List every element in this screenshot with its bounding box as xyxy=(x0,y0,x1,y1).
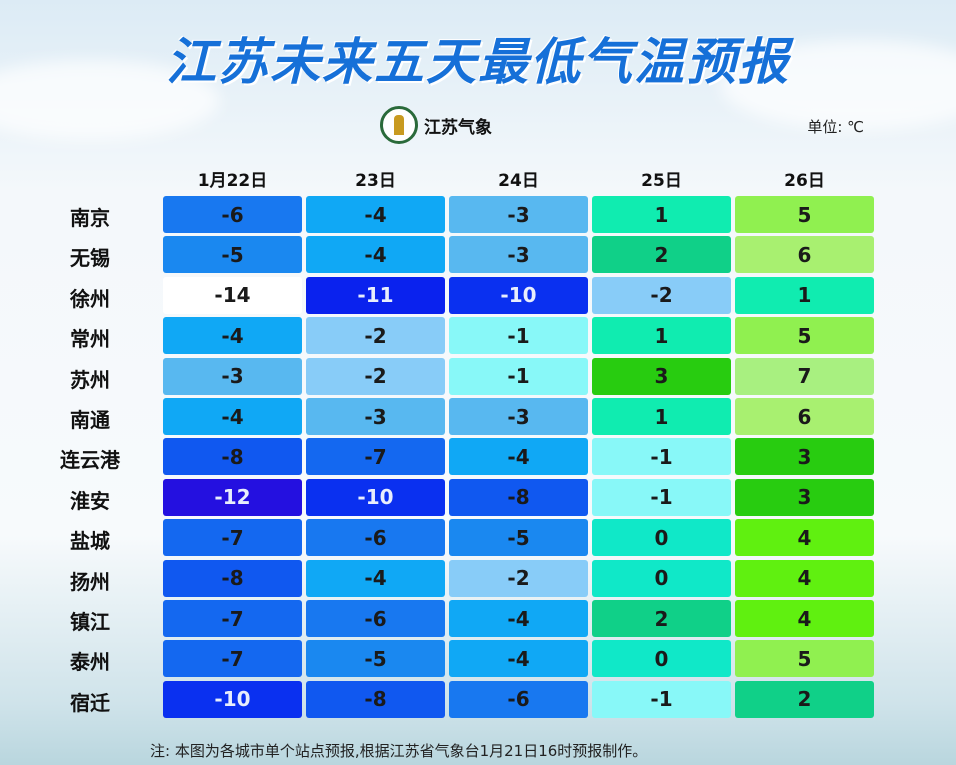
temperature-cell: 3 xyxy=(735,438,874,476)
temperature-cell: -2 xyxy=(306,317,445,355)
temperature-cell: -3 xyxy=(306,398,445,435)
column-header: 1月22日 xyxy=(197,171,268,191)
temperature-cell: -6 xyxy=(449,680,588,718)
temperature-cell: 5 xyxy=(735,196,874,233)
unit-label: 单位: ℃ xyxy=(807,118,864,136)
temperature-cell: -2 xyxy=(449,559,588,597)
logo-text: 江苏气象 xyxy=(424,117,492,138)
column-header: 26日 xyxy=(784,171,825,191)
temperature-cell: -8 xyxy=(306,680,445,718)
temperature-cell: -5 xyxy=(449,519,588,557)
temperature-cell: -4 xyxy=(163,398,302,435)
temperature-cell: 1 xyxy=(592,317,731,355)
city-label: 泰州 xyxy=(70,650,110,675)
temperature-cell: -4 xyxy=(449,438,588,476)
temperature-cell: -4 xyxy=(306,559,445,597)
city-label: 宿迁 xyxy=(70,690,110,715)
temperature-cell: -1 xyxy=(592,680,731,718)
temperature-cell: -4 xyxy=(449,640,588,678)
meteorology-seal-icon xyxy=(380,106,418,144)
temperature-cell: -3 xyxy=(163,357,302,395)
temperature-cell: 1 xyxy=(592,398,731,435)
temperature-cell: -6 xyxy=(163,196,302,233)
temperature-cell: -8 xyxy=(449,478,588,516)
city-label: 徐州 xyxy=(70,286,110,311)
temperature-cell: 0 xyxy=(592,640,731,678)
temperature-cell: 0 xyxy=(592,559,731,597)
temperature-cell: 6 xyxy=(735,236,874,274)
column-header: 24日 xyxy=(498,171,539,191)
temperature-cell: 2 xyxy=(592,600,731,637)
temperature-cell: -1 xyxy=(592,478,731,516)
logo: 江苏气象 xyxy=(380,106,492,144)
city-label: 盐城 xyxy=(70,529,110,554)
temperature-cell: -10 xyxy=(163,680,302,718)
city-label: 连云港 xyxy=(60,448,120,473)
city-label: 南京 xyxy=(70,206,110,230)
temperature-cell: 5 xyxy=(735,640,874,678)
temperature-cell: -3 xyxy=(449,196,588,233)
temperature-cell: 4 xyxy=(735,519,874,557)
city-label: 常州 xyxy=(70,327,110,352)
temperature-cell: 7 xyxy=(735,357,874,395)
temperature-cell: 3 xyxy=(592,357,731,395)
temperature-cell: -7 xyxy=(163,640,302,678)
temperature-cell: -8 xyxy=(163,438,302,476)
temperature-cell: 5 xyxy=(735,317,874,355)
temperature-cell: -10 xyxy=(306,478,445,516)
temperature-cell: -4 xyxy=(163,317,302,355)
city-label: 扬州 xyxy=(70,569,110,594)
temperature-cell: -5 xyxy=(163,236,302,274)
temperature-cell: 6 xyxy=(735,398,874,435)
temperature-cell: -1 xyxy=(449,317,588,355)
city-label: 镇江 xyxy=(70,610,110,634)
temperature-cell: -6 xyxy=(306,519,445,557)
city-label: 苏州 xyxy=(70,367,110,392)
temperature-cell: -7 xyxy=(163,600,302,637)
temperature-cell: 4 xyxy=(735,600,874,637)
temperature-cell: 1 xyxy=(592,196,731,233)
city-label: 淮安 xyxy=(70,488,110,513)
temperature-cell: -7 xyxy=(163,519,302,557)
temperature-cell: 3 xyxy=(735,478,874,516)
temperature-cell: -5 xyxy=(306,640,445,678)
city-label: 无锡 xyxy=(70,246,110,271)
column-header: 25日 xyxy=(641,171,682,191)
temperature-cell: -12 xyxy=(163,478,302,516)
temperature-cell: -11 xyxy=(306,276,445,314)
temperature-cell: -1 xyxy=(592,438,731,476)
temperature-cell: 4 xyxy=(735,559,874,597)
temperature-cell: -3 xyxy=(449,236,588,274)
temperature-cell: -3 xyxy=(449,398,588,435)
cloud-decoration xyxy=(720,40,956,130)
temperature-cell: 2 xyxy=(735,680,874,718)
column-header: 23日 xyxy=(355,171,396,191)
temperature-cell: 0 xyxy=(592,519,731,557)
temperature-cell: -6 xyxy=(306,600,445,637)
temperature-cell: -4 xyxy=(306,196,445,233)
temperature-cell: -4 xyxy=(449,600,588,637)
temperature-cell: -2 xyxy=(592,276,731,314)
city-label: 南通 xyxy=(70,408,110,432)
temperature-cell: -4 xyxy=(306,236,445,274)
temperature-cell: -14 xyxy=(163,276,302,314)
temperature-cell: -10 xyxy=(449,276,588,314)
cloud-decoration xyxy=(0,60,220,140)
footnote: 注: 本图为各城市单个站点预报,根据江苏省气象台1月21日16时预报制作。 xyxy=(150,742,648,760)
temperature-cell: 2 xyxy=(592,236,731,274)
temperature-cell: -1 xyxy=(449,357,588,395)
temperature-cell: -8 xyxy=(163,559,302,597)
temperature-cell: -2 xyxy=(306,357,445,395)
page-title: 江苏未来五天最低气温预报 xyxy=(166,33,790,91)
temperature-cell: 1 xyxy=(735,276,874,314)
temperature-cell: -7 xyxy=(306,438,445,476)
